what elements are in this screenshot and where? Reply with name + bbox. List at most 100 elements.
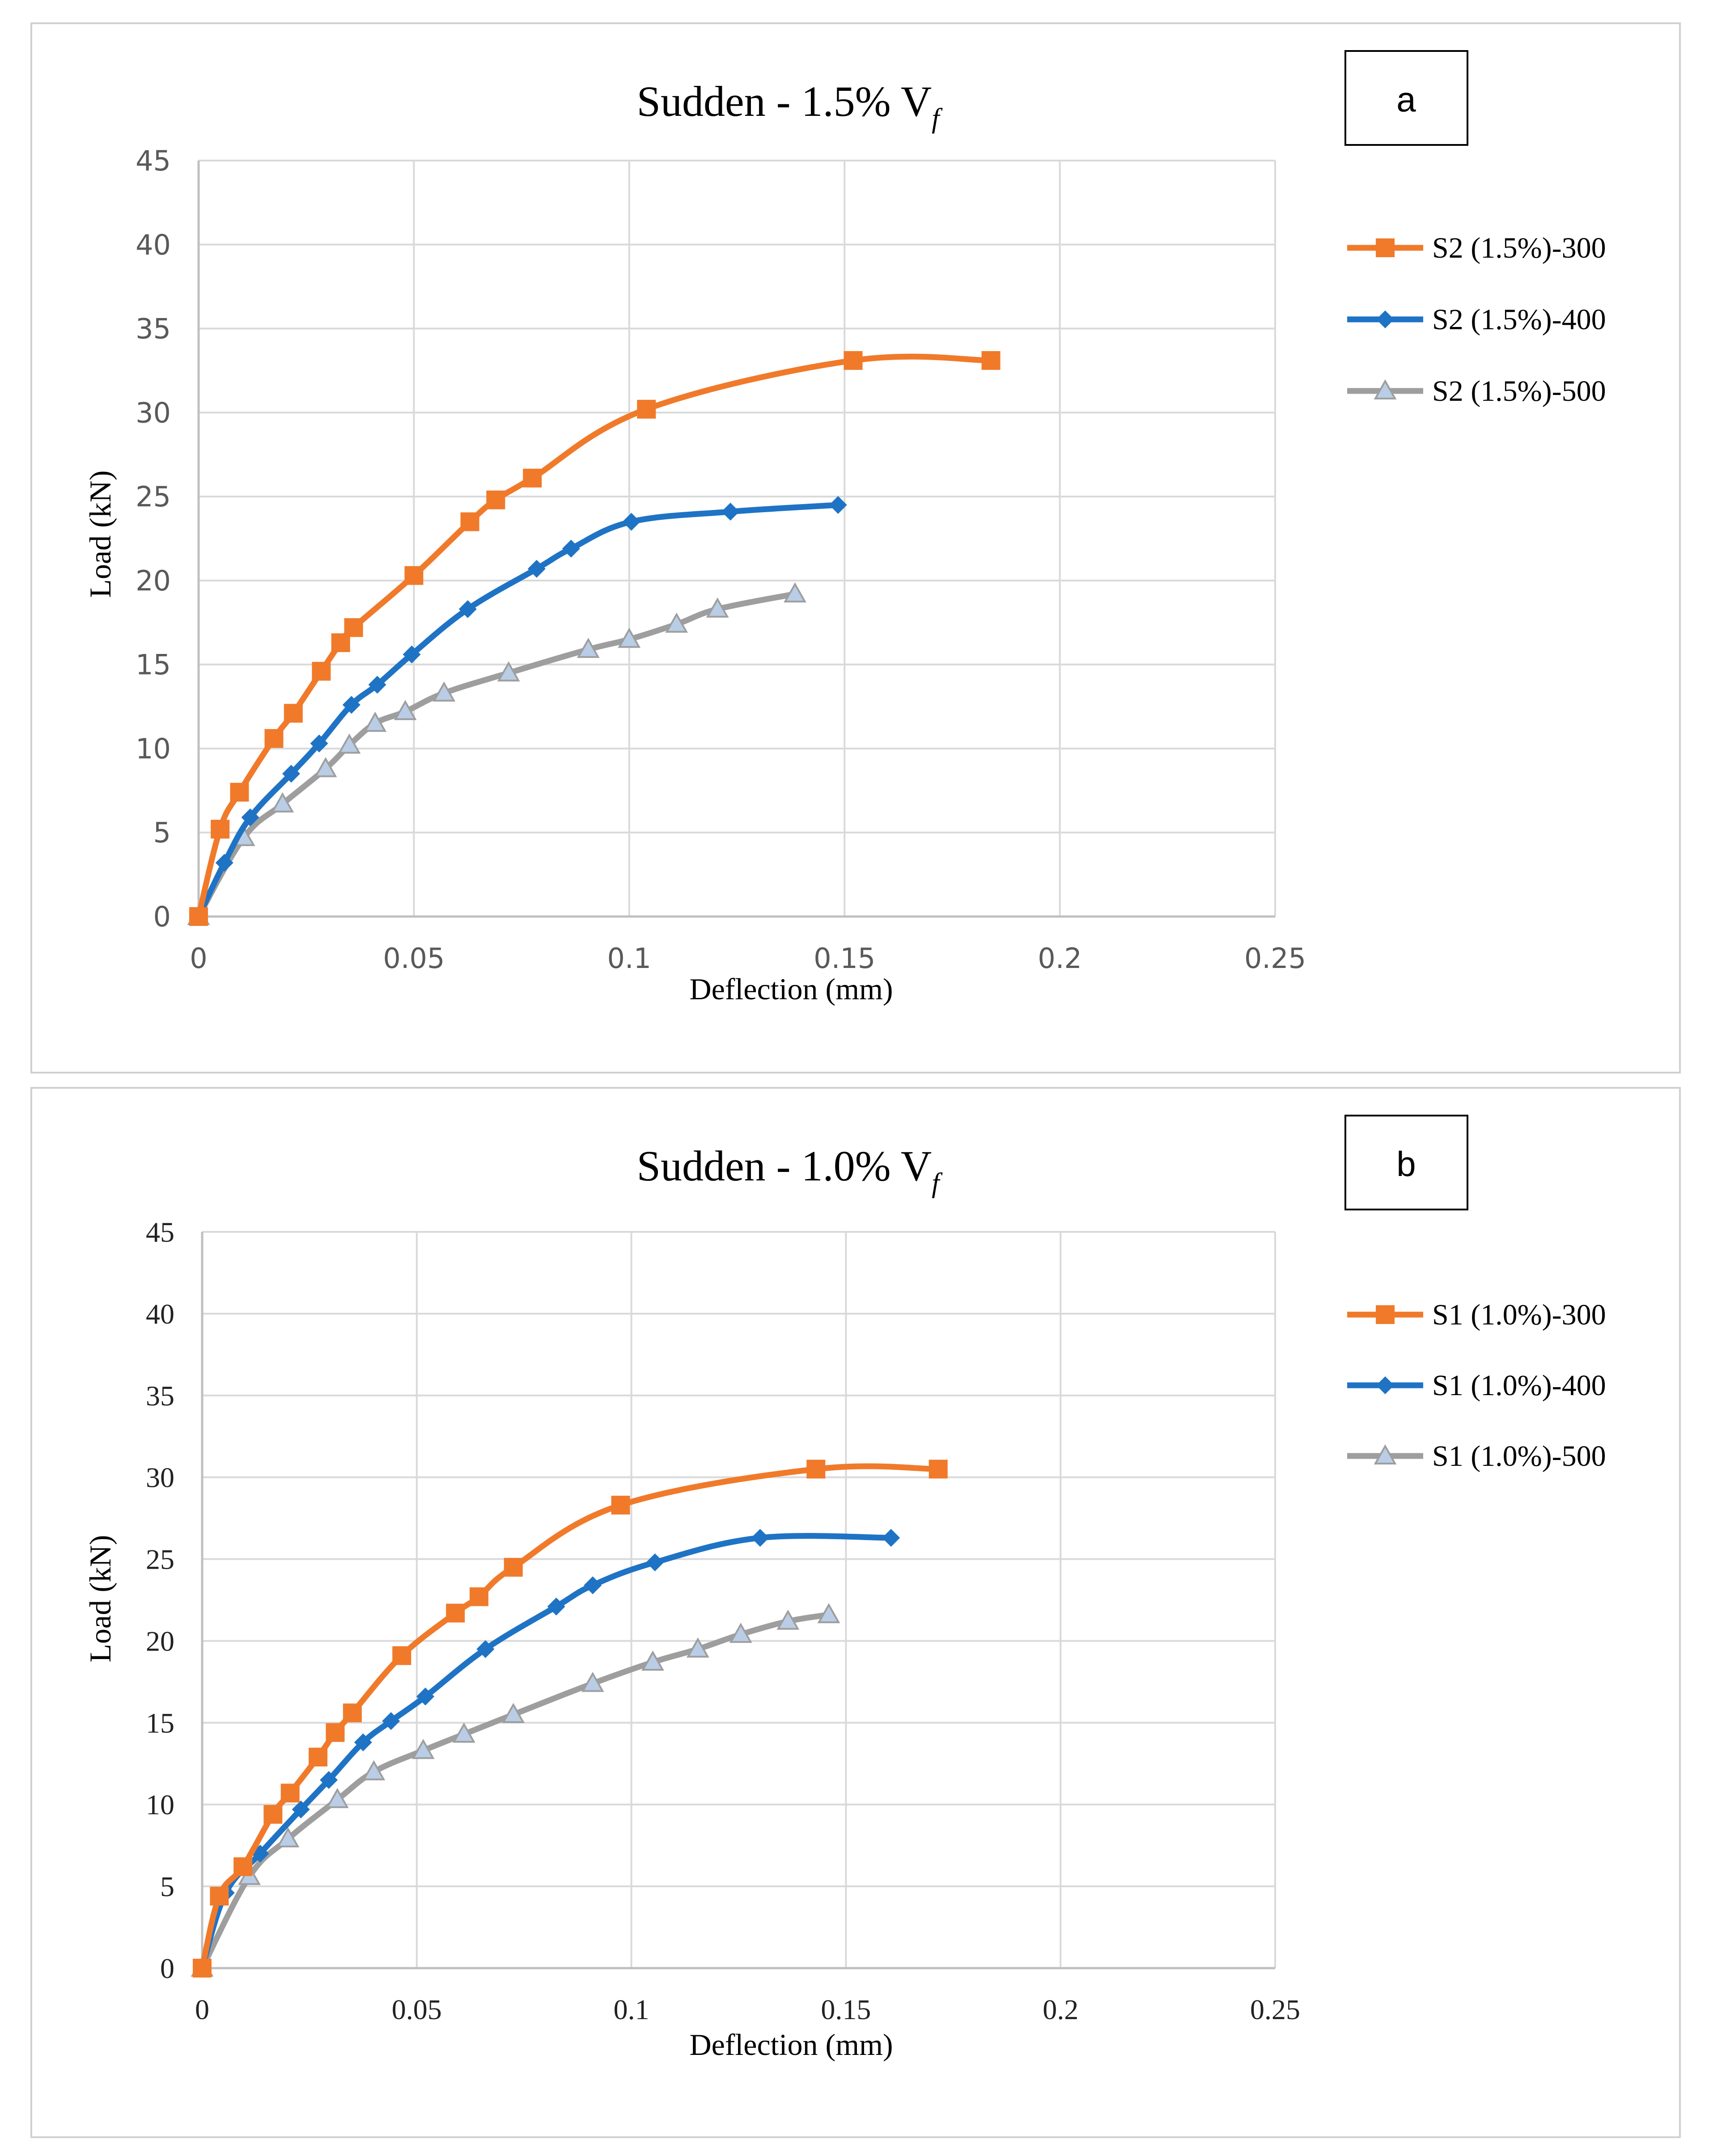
x-tick-labels: 0 0.05 0.1 0.15 0.2 0.25 [190,942,1306,975]
data-point [581,1672,604,1692]
y-tick-label: 15 [136,649,171,681]
data-point [844,351,863,370]
data-point [210,1887,229,1906]
data-point [469,1587,488,1606]
x-axis-label: Deflection (mm) [689,2028,893,2062]
data-point [364,712,387,732]
data-point [646,1553,664,1571]
legend-label: S1 (1.0%)-400 [1432,1369,1606,1402]
y-tick-label: 30 [146,1462,174,1494]
y-tick-label: 10 [136,732,171,765]
legend-marker [1376,1376,1394,1394]
chart-panel-a: 0 0.05 0.1 0.15 0.2 0.25 0 5 10 15 20 25 30 35 40 45 S… [30,22,1681,1074]
data-point [280,1783,300,1803]
x-tick-label: 0 [190,942,207,975]
data-point [310,734,328,753]
chart-title: Sudden - 1.5% Vf [637,77,943,134]
data-point [523,468,542,488]
chart-panel-b: 0 0.05 0.1 0.15 0.2 0.25 0 5 10 15 20 25 30 35 40 45 S… [30,1087,1681,2138]
legend-item: S1 (1.0%)-300 [1347,1299,1606,1331]
data-point [284,704,303,723]
y-tick-label: 45 [136,144,171,177]
x-tick-label: 0.2 [1043,1994,1078,2025]
data-point [433,681,456,702]
data-point [326,1788,349,1808]
data-point [344,618,363,637]
data-point [343,1703,362,1723]
data-point [403,645,421,664]
panel-badge-box [1344,1115,1468,1210]
legend-label: S2 (1.5%)-300 [1432,232,1606,264]
y-tick-label: 40 [136,229,171,261]
data-point [641,1650,665,1671]
data-point [706,597,729,618]
data-point [584,1576,602,1595]
data-point [452,1722,475,1743]
data-point [817,1603,840,1623]
series-line [199,1463,941,1971]
x-tick-label: 0.15 [821,1994,871,2025]
y-tick-label: 40 [146,1298,174,1330]
data-point [320,1771,338,1789]
series-square [193,1460,948,1978]
y-tick-label: 25 [146,1544,174,1575]
data-point [611,1495,630,1515]
data-point [276,1827,300,1848]
series-diamond [190,496,847,925]
data-point [314,757,337,777]
data-point [382,1712,400,1730]
panel-badge: b [1344,1115,1468,1210]
data-point [547,1597,565,1616]
data-point [411,1739,435,1759]
data-point [233,1857,253,1876]
data-point [686,1637,709,1658]
axes [197,161,1275,918]
x-tick-label: 0.25 [1250,1994,1300,2025]
data-point [338,733,361,754]
data-point [312,662,331,681]
y-tick-label: 20 [136,564,171,597]
legend-item: S2 (1.5%)-300 [1347,232,1606,264]
data-point [577,637,600,658]
data-point [392,1646,411,1665]
panel-badge: a [1344,50,1468,146]
legend-item: S1 (1.0%)-500 [1347,1440,1606,1473]
y-tick-label: 30 [136,396,171,429]
panel-badge-label: a [1396,80,1416,119]
y-tick-label: 35 [146,1380,174,1412]
x-tick-label: 0.05 [383,942,445,975]
panel-badge-box [1344,50,1468,146]
legend-label: S1 (1.0%)-500 [1432,1440,1606,1473]
x-tick-label: 0 [195,1994,209,2025]
axes [201,1232,1275,1969]
data-point [271,792,294,813]
legend-marker [1374,1444,1397,1464]
legend-marker [1376,1305,1395,1324]
data-point [368,675,386,694]
legend-label: S1 (1.0%)-300 [1432,1299,1606,1331]
data-point [527,560,546,578]
data-point [458,600,477,618]
data-point [309,1748,328,1767]
x-axis-label: Deflection (mm) [689,972,893,1006]
y-tick-labels: 0 5 10 15 20 25 30 35 40 45 [136,144,171,933]
legend-label: S2 (1.5%)-500 [1432,375,1606,407]
data-point [502,1702,525,1723]
y-tick-label: 15 [146,1707,174,1739]
legend-marker [1376,238,1395,257]
data-point [622,513,640,531]
y-tick-label: 25 [136,480,171,513]
data-point [721,502,740,521]
data-point [486,490,505,509]
series-triangle [187,582,806,925]
y-tick-label: 0 [153,900,171,933]
data-point [189,907,208,926]
data-point [476,1640,495,1658]
x-tick-label: 0.1 [614,1994,649,2025]
series-group [191,1460,948,1978]
data-point [394,700,417,720]
data-point [882,1529,900,1547]
data-point [215,853,233,872]
y-tick-labels: 0 5 10 15 20 25 30 35 40 45 [146,1216,174,1984]
y-tick-label: 5 [153,816,171,849]
